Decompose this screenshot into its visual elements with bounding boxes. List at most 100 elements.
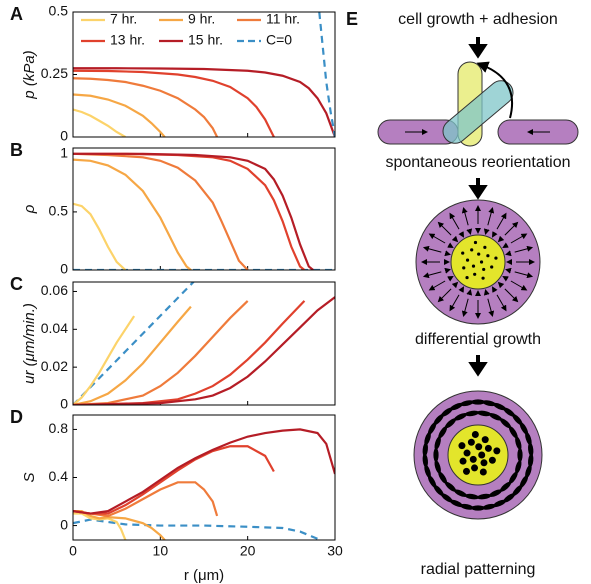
cell	[515, 460, 522, 474]
cell	[454, 489, 468, 497]
cell	[517, 448, 523, 462]
dot	[465, 275, 469, 280]
series-line	[73, 152, 249, 270]
dot	[462, 467, 470, 475]
plot-frame	[72, 414, 336, 541]
y-tick-label: 0	[60, 396, 68, 412]
dot	[471, 264, 476, 268]
y-tick-label: 1	[60, 145, 68, 161]
growth-arrow	[504, 221, 519, 236]
core	[447, 424, 509, 486]
cell	[444, 481, 457, 492]
growth-arrow	[461, 298, 469, 318]
cell	[433, 414, 444, 426]
cell	[503, 493, 516, 503]
y-tick-label: 0.5	[49, 3, 69, 19]
growth-arrow	[458, 231, 464, 238]
series-line	[73, 481, 219, 518]
growth-arrow	[447, 242, 454, 249]
x-tick-label: 0	[69, 543, 77, 559]
series-line	[73, 512, 127, 540]
growth-arrow	[496, 294, 507, 312]
cell	[515, 436, 522, 450]
dot	[478, 451, 486, 459]
series-line	[73, 305, 192, 405]
dot	[481, 276, 485, 280]
panel-label: E	[346, 9, 358, 29]
cell	[499, 481, 512, 492]
cell	[434, 436, 441, 450]
legend-label: 11 hr.	[266, 11, 300, 27]
cell	[471, 399, 485, 405]
growth-arrow	[502, 242, 509, 249]
legend-label: 15 hr.	[188, 32, 223, 48]
cell	[465, 410, 479, 417]
plot-frame	[72, 281, 336, 406]
series-line	[73, 67, 335, 137]
growth-arrow	[497, 235, 505, 243]
y-axis-label: S	[21, 472, 38, 482]
cell	[424, 464, 431, 479]
growth-arrow	[510, 280, 528, 291]
growth-arrow	[514, 271, 534, 279]
growth-arrow	[466, 228, 473, 235]
cell	[477, 410, 491, 417]
y-axis-label: ur (μm/min.)	[21, 303, 38, 384]
diagram: E cell growth + adhesion spontaneous reo…	[346, 9, 579, 578]
series-line	[73, 152, 314, 270]
series-line	[318, 12, 335, 137]
cell	[433, 448, 439, 462]
growth-arrow	[428, 233, 446, 244]
cell	[503, 407, 516, 417]
series-line	[73, 152, 306, 270]
growth-arrow	[428, 280, 446, 291]
dot	[483, 245, 487, 249]
dot	[462, 266, 466, 270]
y-tick-label: 0.4	[49, 468, 69, 484]
dot	[479, 468, 487, 476]
legend-label: 13 hr.	[110, 32, 145, 48]
growth-arrow	[461, 206, 469, 226]
growth-arrow	[492, 231, 498, 238]
cell	[434, 460, 441, 474]
y-tick-label: 0.06	[41, 282, 68, 298]
cell	[433, 484, 444, 496]
cell	[442, 80, 514, 144]
cell	[427, 422, 437, 435]
cell	[454, 413, 468, 421]
dot	[471, 464, 479, 472]
dot	[479, 260, 484, 264]
cell	[460, 400, 474, 407]
y-tick-label: 0.5	[49, 203, 69, 219]
y-tick-label: 0.25	[41, 65, 68, 81]
cell	[525, 431, 532, 446]
dot	[471, 431, 479, 439]
cell	[449, 499, 463, 508]
dot	[470, 248, 474, 252]
step-label: differential growth	[415, 331, 541, 348]
growth-arrow	[505, 267, 512, 274]
growth-arrow	[510, 233, 528, 244]
series-line	[73, 428, 335, 515]
chart: Bρ 0 0.5 1	[10, 140, 336, 277]
panel-label: D	[10, 407, 23, 427]
y-axis-label: p (kPa)	[21, 50, 38, 99]
step-label: cell growth + adhesion	[398, 11, 558, 28]
cell	[438, 426, 448, 439]
series-line	[73, 296, 335, 405]
cell	[512, 484, 523, 496]
cell	[440, 407, 453, 417]
y-tick-label: 0.04	[41, 320, 68, 336]
growth-arrow	[422, 271, 442, 279]
cell	[422, 442, 428, 457]
cell	[440, 493, 453, 503]
growth-arrow	[449, 212, 460, 230]
cell	[449, 402, 463, 411]
cell	[438, 471, 448, 484]
chart: D S 0 0.4 0.8 0 10 20 30 r (μm)	[10, 407, 343, 584]
dot	[486, 254, 490, 258]
series-line	[73, 315, 136, 405]
x-tick-label: 10	[153, 543, 169, 559]
dot	[469, 455, 477, 463]
